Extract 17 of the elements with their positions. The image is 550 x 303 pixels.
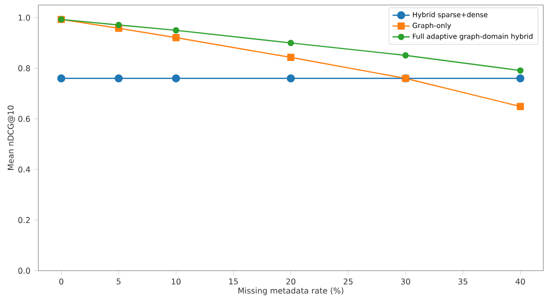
x-tick-label: 15 (229, 278, 238, 284)
y-tick-label: 0.2 (18, 217, 30, 224)
y-tick-label: 0.0 (18, 268, 30, 274)
x-tick-label: 20 (286, 278, 296, 285)
x-tick-label: 40 (516, 278, 525, 285)
x-tick-label: 0 (59, 278, 64, 285)
y-tick-label: 0.8 (18, 65, 30, 72)
x-tick-label: 10 (172, 278, 181, 285)
y-axis-title: Mean nDCG@10 (8, 106, 15, 170)
y-tick-label: 0.6 (18, 116, 30, 122)
x-tick-label: 35 (458, 278, 468, 285)
x-tick-label: 25 (344, 278, 353, 285)
x-axis-title: Missing metadata rate (%) (238, 287, 344, 296)
y-tick-label: 1.0 (18, 14, 30, 21)
y-tick-label: 0.4 (18, 166, 30, 172)
x-tick-label: 5 (116, 278, 120, 284)
x-tick-label: 30 (401, 278, 410, 285)
